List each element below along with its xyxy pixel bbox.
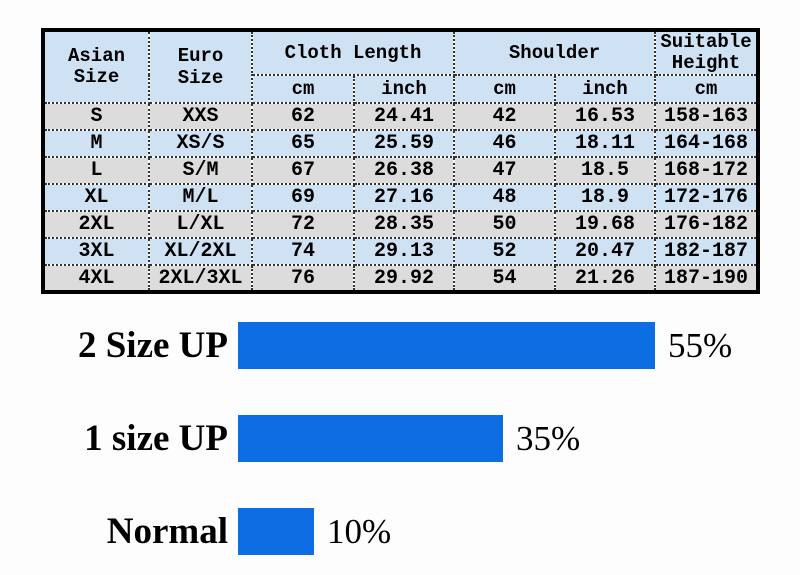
size-cell: M [42,129,150,158]
bar-value-2-size-up: 55% [668,325,733,365]
size-row-xl: XL M/L 69 27.16 48 18.9 172-176 [42,183,760,212]
size-cell: 46 [453,129,557,158]
size-cell: 176-182 [654,210,760,239]
size-cell: L [42,156,150,185]
bar-label-1-size-up: 1 size UP [84,418,228,459]
size-cell: L/XL [148,210,253,239]
header-cloth-cm: cm [251,74,355,104]
size-cell: 21.26 [554,264,657,293]
size-table-body: S XXS 62 24.41 42 16.53 158-163 M XS/S 65 25.59 46 1… [42,102,760,293]
size-cell: 18.9 [554,183,657,212]
size-cell: 172-176 [654,183,760,212]
bar-normal [238,508,314,555]
size-cell: 69 [251,183,355,212]
size-cell: 54 [453,264,557,293]
size-table-header: Asian Size Euro Size Cloth Length Should… [42,29,760,104]
size-cell: XL/2XL [148,237,253,266]
size-cell: 182-187 [654,237,760,266]
bar-value-1-size-up: 35% [516,418,581,458]
size-cell: 26.38 [352,156,456,185]
header-height-cm: cm [654,74,760,104]
size-cell: 29.13 [352,237,456,266]
size-cell: 48 [453,183,557,212]
header-shoulder-inch: inch [554,74,657,104]
size-cell: 20.47 [554,237,657,266]
size-row-2xl: 2XL L/XL 72 28.35 50 19.68 176-182 [42,210,760,239]
size-cell: 62 [251,102,355,131]
size-cell: 3XL [42,237,150,266]
bar-value-normal: 10% [327,511,392,551]
header-asian-size: Asian Size [42,29,150,104]
size-cell: 168-172 [654,156,760,185]
size-cell: 2XL/3XL [148,264,253,293]
bar-label-normal: Normal [106,511,228,552]
size-cell: 18.5 [554,156,657,185]
chart-row-1-size-up: 1 size UP 35% [0,415,800,462]
size-cell: XS/S [148,129,253,158]
size-row-l: L S/M 67 26.38 47 18.5 168-172 [42,156,760,185]
size-cell: S/M [148,156,253,185]
header-shoulder-cm: cm [453,74,557,104]
size-cell: 67 [251,156,355,185]
size-cell: 29.92 [352,264,456,293]
size-row-m: M XS/S 65 25.59 46 18.11 164-168 [42,129,760,158]
bar-1-size-up [238,415,503,462]
header-cloth-length: Cloth Length [250,29,456,76]
chart-row-2-size-up: 2 Size UP 55% [0,322,800,369]
size-cell: 164-168 [654,129,760,158]
size-cell: XL [42,183,150,212]
size-cell: 76 [251,264,355,293]
size-cell: 50 [453,210,557,239]
header-suitable-height: Suitable Height [654,29,760,76]
size-cell: 42 [453,102,557,131]
size-cell: S [42,102,150,131]
header-shoulder: Shoulder [453,29,657,76]
header-cloth-inch: inch [352,74,456,104]
size-cell: 27.16 [352,183,456,212]
bar-label-2-size-up: 2 Size UP [77,325,228,366]
size-cell: M/L [148,183,253,212]
bar-2-size-up [238,322,655,369]
size-cell: 72 [251,210,355,239]
size-cell: 28.35 [352,210,456,239]
size-cell: 16.53 [554,102,657,131]
size-cell: 25.59 [352,129,456,158]
size-cell: 18.11 [554,129,657,158]
size-cell: 74 [251,237,355,266]
size-cell: 4XL [42,264,150,293]
size-cell: 187-190 [654,264,760,293]
size-cell: 2XL [42,210,150,239]
size-row-4xl: 4XL 2XL/3XL 76 29.92 54 21.26 187-190 [42,264,760,293]
size-cell: 47 [453,156,557,185]
size-cell: XXS [148,102,253,131]
size-cell: 24.41 [352,102,456,131]
size-cell: 158-163 [654,102,760,131]
header-euro-size: Euro Size [148,29,253,104]
size-chart-table: Asian Size Euro Size Cloth Length Should… [41,28,761,294]
chart-row-normal: Normal 10% [0,508,800,555]
size-cell: 52 [453,237,557,266]
size-row-s: S XXS 62 24.41 42 16.53 158-163 [42,102,760,131]
size-cell: 65 [251,129,355,158]
size-cell: 19.68 [554,210,657,239]
size-row-3xl: 3XL XL/2XL 74 29.13 52 20.47 182-187 [42,237,760,266]
